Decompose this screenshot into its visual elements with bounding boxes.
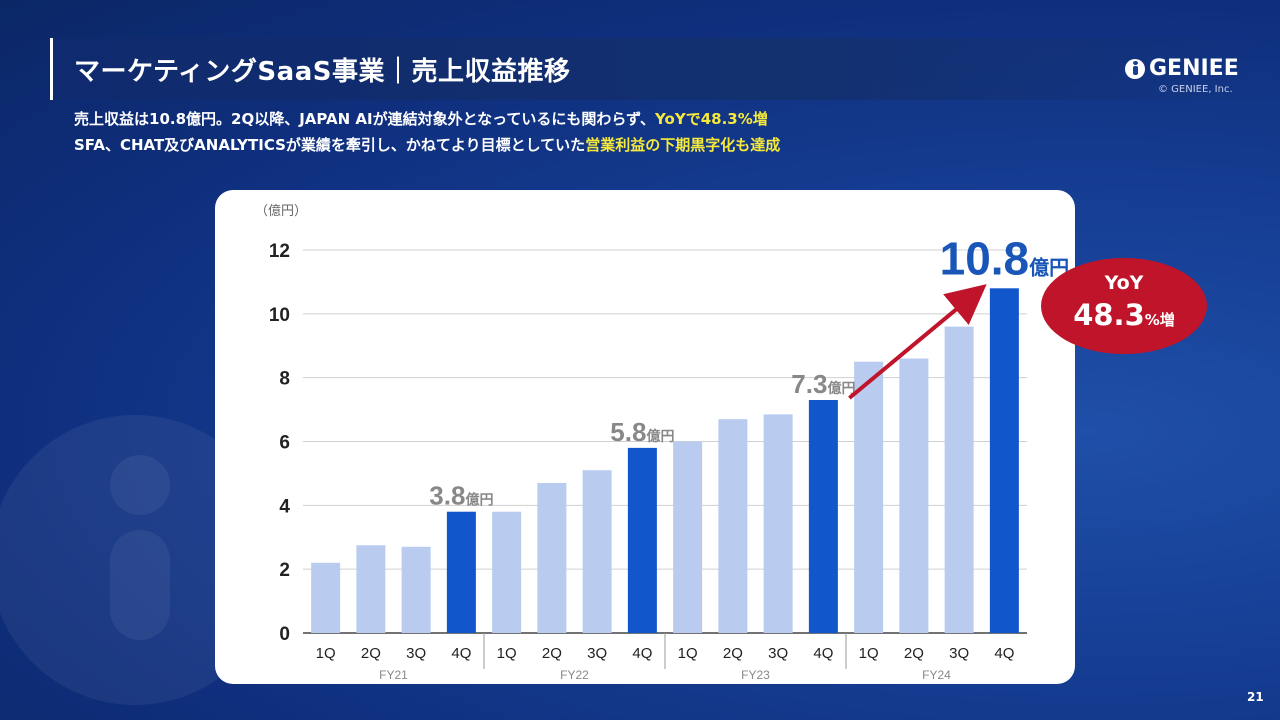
annotation-fy23: 7.3億円 <box>791 369 855 399</box>
annotation-unit: 億円 <box>465 492 493 508</box>
y-tick-label: 6 <box>279 433 290 454</box>
x-tick-label: 1Q <box>497 645 517 662</box>
yoy-badge: YoY 48.3%増 <box>1041 258 1207 354</box>
bar-fy22-3q <box>582 470 612 633</box>
yoy-badge-label: YoY <box>1104 272 1144 294</box>
yoy-badge-value: 48.3%増 <box>1041 298 1207 332</box>
x-tick-label: 2Q <box>542 645 562 662</box>
bar-fy21-2q <box>356 545 386 633</box>
x-tick-label: 3Q <box>768 645 788 662</box>
group-label: FY21 <box>379 668 408 682</box>
subtitle-line-1-highlight: YoYで48.3%増 <box>655 110 768 128</box>
bar-fy24-2q <box>899 358 929 633</box>
annotation-number: 3.8 <box>429 481 465 511</box>
bar-fy24-4q <box>989 288 1019 633</box>
geniee-logo-icon <box>1125 58 1145 79</box>
annotation-number: 5.8 <box>610 417 646 447</box>
copyright: © GENIEE, Inc. <box>1158 84 1233 95</box>
annotation-unit: 億円 <box>827 380 855 396</box>
decorative-dot <box>110 455 170 515</box>
bar-fy24-3q <box>944 326 974 633</box>
page-number: 21 <box>1247 690 1264 704</box>
yoy-badge-unit: %増 <box>1144 311 1175 329</box>
group-label: FY22 <box>560 668 589 682</box>
bar-fy23-4q <box>808 400 838 633</box>
subtitle-line-2-highlight: 営業利益の下期黒字化も達成 <box>585 136 781 154</box>
annotation-unit: 億円 <box>646 428 674 444</box>
bar-fy23-3q <box>763 414 793 633</box>
annotation-fy22: 5.8億円 <box>610 417 674 447</box>
y-tick-label: 4 <box>279 496 290 517</box>
x-tick-label: 4Q <box>451 645 471 662</box>
x-tick-label: 4Q <box>632 645 652 662</box>
y-unit-label: （億円） <box>255 203 307 219</box>
annotation-fy21: 3.8億円 <box>429 481 493 511</box>
x-tick-label: 4Q <box>994 645 1014 662</box>
x-tick-label: 1Q <box>316 645 336 662</box>
y-tick-label: 8 <box>279 369 290 390</box>
page-title: マーケティングSaaS事業｜売上収益推移 <box>74 57 571 87</box>
bar-fy22-1q <box>492 511 522 633</box>
bar-fy22-4q <box>627 447 657 633</box>
annotation-number: 7.3 <box>791 369 827 399</box>
x-tick-label: 1Q <box>859 645 879 662</box>
annotation-unit: 億円 <box>1029 255 1069 279</box>
x-tick-label: 3Q <box>406 645 426 662</box>
group-label: FY23 <box>741 668 770 682</box>
bar-fy21-4q <box>446 511 476 633</box>
yoy-badge-number: 48.3 <box>1073 298 1145 332</box>
bar-fy23-1q <box>673 441 703 633</box>
growth-arrow <box>848 284 987 400</box>
y-tick-label: 0 <box>279 624 290 645</box>
bar-fy21-1q <box>311 562 341 633</box>
y-tick-label: 12 <box>269 241 290 262</box>
annotation-number: 10.8 <box>940 232 1030 284</box>
decorative-stem <box>110 530 170 640</box>
x-tick-label: 2Q <box>904 645 924 662</box>
chart-card: （億円） 0 2 4 6 8 10 12 1Q 2Q 3Q 4Q FY21 1Q 2Q 3Q 4Q FY22 1Q 2… <box>215 190 1075 684</box>
group-label: FY24 <box>922 668 951 682</box>
x-tick-label: 4Q <box>813 645 833 662</box>
x-tick-label: 3Q <box>949 645 969 662</box>
x-tick-label: 2Q <box>361 645 381 662</box>
x-tick-label: 3Q <box>587 645 607 662</box>
subtitle-line-1: 売上収益は10.8億円。2Q以降、JAPAN AIが連結対象外となっているにも関… <box>74 108 768 129</box>
x-tick-label: 1Q <box>678 645 698 662</box>
x-tick-label: 2Q <box>723 645 743 662</box>
subtitle-line-2-text: SFA、CHAT及びANALYTICSが業績を牽引し、かねてより目標としていた <box>74 136 586 154</box>
subtitle-line-1-text: 売上収益は10.8億円。2Q以降、JAPAN AIが連結対象外となっているにも関… <box>74 110 656 128</box>
bar-fy23-2q <box>718 419 748 633</box>
bar-fy24-1q <box>854 361 884 633</box>
subtitle-line-2: SFA、CHAT及びANALYTICSが業績を牽引し、かねてより目標としていた営… <box>74 134 780 155</box>
title-bar <box>50 38 1280 100</box>
revenue-bar-chart: （億円） 0 2 4 6 8 10 12 1Q 2Q 3Q 4Q FY21 1Q 2Q 3Q 4Q FY22 1Q 2… <box>255 203 1070 682</box>
bar-fy21-3q <box>401 546 431 633</box>
annotation-fy24: 10.8億円 <box>940 232 1070 284</box>
logo-text: GENIEE <box>1149 56 1239 81</box>
bar-fy22-2q <box>537 482 567 633</box>
geniee-logo: GENIEE <box>1125 56 1239 81</box>
y-tick-label: 10 <box>269 305 290 326</box>
y-tick-label: 2 <box>279 560 290 581</box>
